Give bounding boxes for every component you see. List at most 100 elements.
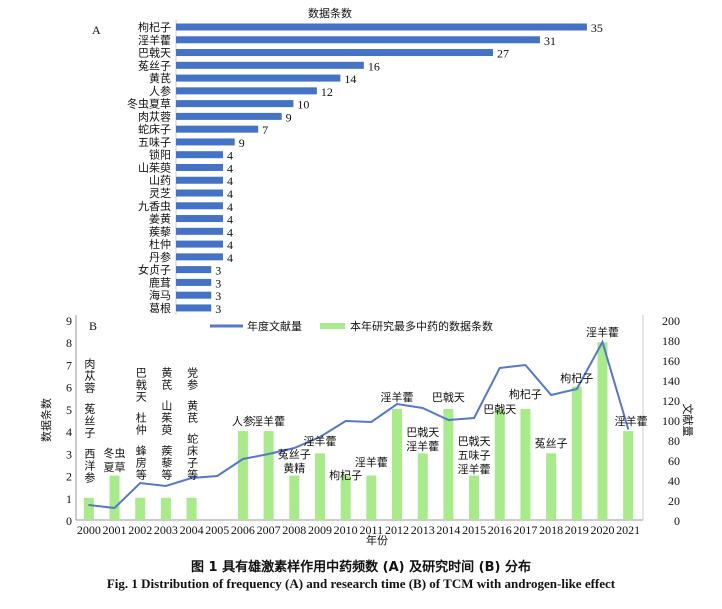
- line-point: [293, 447, 296, 449]
- bar: [176, 138, 235, 146]
- data-label: 3: [215, 276, 221, 290]
- panel-label-a: A: [92, 23, 101, 37]
- right-tick-label: 20: [668, 494, 680, 508]
- bar-annotation-vertical: 蛇床子等: [185, 433, 199, 481]
- bar: [176, 227, 223, 235]
- bar-annotation: 菟丝子: [278, 448, 311, 461]
- category-label: 灵芝: [149, 187, 171, 200]
- year-label: 2011: [360, 523, 384, 537]
- bar-annotation: 淫羊藿: [381, 390, 414, 404]
- bar-annotation: 淫羊藿: [303, 434, 336, 448]
- bar: [263, 431, 274, 520]
- data-label: 4: [227, 149, 233, 163]
- bar-annotation-vertical: 蒺藜等: [159, 445, 173, 481]
- category-label: 五味子: [138, 136, 171, 149]
- data-label: 3: [215, 289, 221, 303]
- x-axis-title: 年份: [366, 533, 388, 547]
- data-label: 4: [227, 174, 233, 188]
- category-label: 鹿茸: [149, 275, 171, 289]
- year-label: 2017: [513, 523, 537, 537]
- bar: [176, 202, 223, 210]
- line-point: [473, 417, 475, 419]
- year-label: 2021: [616, 523, 640, 537]
- bar: [176, 215, 223, 223]
- bar-annotation-vertical: 菟丝子: [82, 403, 96, 439]
- bar-annotation: 淫羊藿: [586, 325, 619, 339]
- bar: [546, 453, 557, 520]
- right-tick-label: 80: [668, 434, 680, 448]
- right-tick-label: 140: [662, 374, 680, 388]
- right-tick-label: 100: [662, 414, 680, 428]
- line-point: [498, 367, 501, 369]
- year-label: 2018: [539, 523, 563, 537]
- legend-label-bar: 本年研究最多中药的数据条数: [350, 319, 493, 333]
- year-label: 2004: [180, 523, 204, 537]
- left-axis-title: 数据条数: [39, 398, 53, 442]
- bar: [443, 408, 454, 520]
- category-label: 枸杞子: [138, 20, 171, 34]
- bar: [135, 497, 146, 520]
- line-point: [421, 407, 424, 409]
- year-label: 2003: [154, 523, 178, 537]
- year-label: 2013: [411, 523, 435, 537]
- category-label: 冬虫夏草: [127, 97, 171, 111]
- bar: [520, 408, 531, 520]
- year-label: 2006: [231, 523, 255, 537]
- left-tick-label: 9: [66, 314, 72, 328]
- left-tick-label: 5: [66, 403, 72, 417]
- line-point: [88, 504, 90, 506]
- bar: [237, 431, 248, 520]
- bar: [160, 497, 171, 520]
- bar: [176, 61, 364, 69]
- chart-a-title: 数据条数: [308, 6, 352, 20]
- category-label: 女贞子: [138, 263, 171, 277]
- year-label: 2007: [257, 523, 281, 537]
- bar-annotation: 冬虫: [104, 446, 126, 460]
- data-label: 31: [544, 34, 556, 48]
- bar: [176, 253, 223, 261]
- line-point: [113, 507, 116, 509]
- bar: [494, 408, 505, 520]
- category-label: 山茱萸: [138, 161, 171, 174]
- category-label: 菟丝子: [138, 59, 171, 72]
- right-tick-label: 120: [662, 394, 680, 408]
- bar-annotation-vertical: 黄芪: [185, 400, 199, 424]
- line-point: [344, 420, 347, 422]
- year-label: 2002: [128, 523, 152, 537]
- bar-annotation-vertical: 蜂房等: [134, 445, 148, 481]
- line-point: [190, 477, 193, 479]
- year-label: 2014: [436, 523, 460, 537]
- bar-annotation: 巴戟天: [432, 391, 465, 404]
- category-label: 黄芪: [149, 71, 171, 85]
- bar: [340, 475, 351, 520]
- bar-annotation: 巴戟天: [483, 403, 516, 416]
- bar-annotation: 夏草: [104, 461, 126, 474]
- line-point: [216, 475, 219, 477]
- chart-b-research-time: B 0 1 2 3 4 5 6 7 8 9 0 20 40 60 80 100 120 140 160 180 200 数据…: [39, 314, 695, 547]
- category-label: 淫羊藿: [138, 33, 171, 47]
- data-label: 4: [227, 238, 233, 252]
- bar: [176, 74, 341, 82]
- right-tick-label: 160: [662, 354, 680, 368]
- legend-bar-swatch: [320, 323, 345, 329]
- bar: [366, 475, 377, 520]
- year-label: 2000: [77, 523, 101, 537]
- data-label: 4: [227, 187, 233, 201]
- bar-annotation-vertical: 黄芪: [159, 367, 173, 391]
- bar: [176, 125, 259, 133]
- category-label: 九香虫: [138, 200, 171, 213]
- bar-annotation: 淫羊藿: [615, 414, 648, 428]
- bar: [176, 266, 212, 274]
- data-label: 4: [227, 161, 233, 175]
- line-point: [396, 403, 398, 405]
- bar-annotation: 巴戟天: [406, 426, 439, 439]
- bar-annotation-vertical: 西洋参: [82, 448, 96, 484]
- line-point: [165, 485, 167, 487]
- year-label: 2005: [205, 523, 229, 537]
- bar: [417, 453, 428, 520]
- bar-annotation: 淫羊藿: [458, 462, 491, 476]
- data-label: 7: [262, 123, 268, 137]
- bar: [176, 189, 223, 197]
- left-tick-label: 1: [66, 492, 72, 506]
- bar-annotation: 人参: [232, 414, 254, 428]
